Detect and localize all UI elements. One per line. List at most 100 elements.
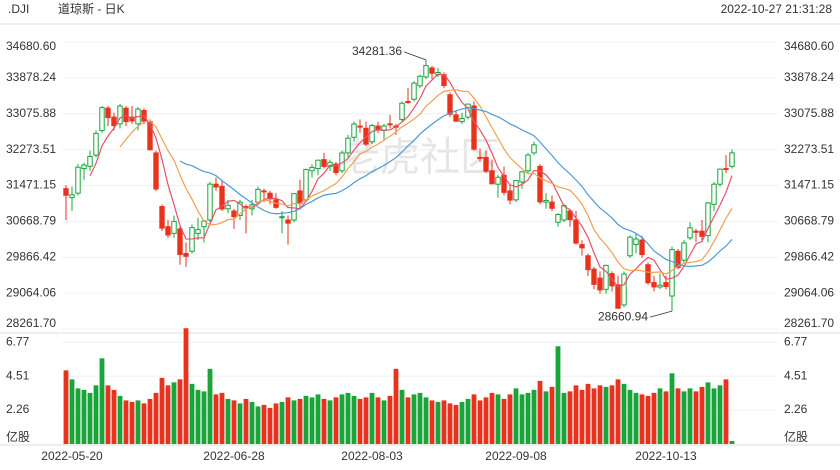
volume-bar <box>309 397 315 444</box>
volume-bar <box>399 389 405 444</box>
volume-bar <box>627 389 633 444</box>
volume-bar <box>183 328 189 444</box>
volume-bar <box>411 394 417 444</box>
vol-unit-right: 亿股 <box>784 429 808 444</box>
candle-body <box>75 166 81 194</box>
volume-bar <box>513 388 519 444</box>
y-tick-label-right: 33878.24 <box>784 70 834 84</box>
volume-bar <box>99 358 105 444</box>
volume-bar <box>597 385 603 444</box>
candle-body <box>351 123 357 138</box>
candle-body <box>501 174 507 193</box>
volume-bar <box>315 394 321 444</box>
candle-body <box>177 228 183 256</box>
candle-body <box>429 67 435 74</box>
y-tick-label: 29064.06 <box>6 285 56 299</box>
volume-bar <box>447 403 453 444</box>
x-tick-label: 2022-10-13 <box>635 449 697 463</box>
candle-body <box>399 102 405 120</box>
candle-body <box>723 168 729 171</box>
volume-bar <box>261 404 267 444</box>
volume-bar <box>633 392 639 444</box>
candle-body <box>291 193 297 221</box>
volume-bar <box>87 392 93 444</box>
vol-tick-label-right: 6.77 <box>784 334 808 348</box>
candle-body <box>657 284 663 288</box>
candle-body <box>219 185 225 210</box>
volume-bar <box>219 392 225 444</box>
y-tick-label: 32273.51 <box>6 142 56 156</box>
vol-tick-label: 2.26 <box>6 402 30 416</box>
volume-bar <box>477 400 483 444</box>
volume-bar <box>75 388 81 444</box>
volume-bar <box>273 403 279 444</box>
volume-bar <box>585 383 591 444</box>
candle-body <box>717 168 723 185</box>
volume-bar <box>237 403 243 444</box>
volume-bar <box>279 401 285 444</box>
candle-body <box>93 132 99 156</box>
candle-body <box>525 154 531 172</box>
y-tick-label: 29866.42 <box>6 249 56 263</box>
candle-body <box>645 264 651 284</box>
candle-body <box>531 144 537 154</box>
candle-body <box>711 183 717 205</box>
volume-bar <box>189 383 195 444</box>
volume-bar <box>357 398 363 444</box>
candle-body <box>279 216 285 219</box>
candle-body <box>507 190 513 201</box>
volume-bar <box>105 385 111 444</box>
candle-body <box>489 170 495 185</box>
candle-body <box>639 239 645 256</box>
volume-bar <box>141 403 147 444</box>
moving-average <box>179 106 733 268</box>
candle-body <box>477 156 483 159</box>
volume-bar <box>591 388 597 444</box>
volume-bar <box>609 385 615 444</box>
volume-bar <box>363 397 369 444</box>
x-tick-label: 2022-05-20 <box>41 449 103 463</box>
volume-bar <box>615 379 621 444</box>
volume-bar <box>213 394 219 444</box>
volume-bar <box>147 398 153 444</box>
volume-bar <box>711 388 717 444</box>
candle-body <box>669 249 675 297</box>
y-tick-label-right: 29064.06 <box>784 285 834 299</box>
timestamp: 2022-10-27 21:31:28 <box>721 2 833 16</box>
volume-bar <box>465 398 471 444</box>
volume-bar <box>81 389 87 444</box>
candle-body <box>117 105 123 125</box>
volume-bar <box>321 398 327 444</box>
candle-body <box>255 188 261 203</box>
candle-body <box>129 116 135 122</box>
candle-body <box>423 65 429 78</box>
volume-bar <box>459 401 465 444</box>
candle-body <box>99 107 105 132</box>
candle-body <box>417 75 423 87</box>
annotation-leader <box>403 51 427 61</box>
candle-body <box>207 183 213 221</box>
volume-bar <box>417 392 423 444</box>
volume-bar <box>549 386 555 444</box>
volume-bar <box>135 400 141 444</box>
moving-average <box>89 73 733 288</box>
y-tick-label-right: 34680.60 <box>784 39 834 53</box>
candle-body <box>405 100 411 103</box>
volume-bar <box>681 391 687 444</box>
candle-body <box>549 201 555 209</box>
candle-body <box>195 229 201 234</box>
volume-bar <box>303 395 309 444</box>
volume-bar <box>345 392 351 444</box>
volume-bar <box>405 397 411 444</box>
volume-bar <box>675 388 681 444</box>
vol-tick-label: 4.51 <box>6 368 30 382</box>
vol-unit: 亿股 <box>6 429 30 444</box>
volume-bar <box>381 400 387 444</box>
volume-bar <box>705 382 711 444</box>
volume-bar <box>339 394 345 444</box>
candle-body <box>171 220 177 234</box>
volume-bar <box>687 388 693 444</box>
candle-body <box>471 105 477 150</box>
x-tick-label: 2022-09-08 <box>485 449 547 463</box>
vol-tick-label: 6.77 <box>6 334 30 348</box>
